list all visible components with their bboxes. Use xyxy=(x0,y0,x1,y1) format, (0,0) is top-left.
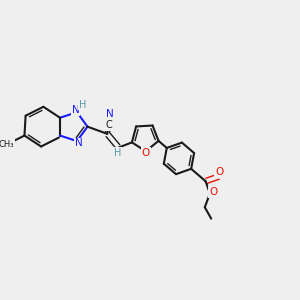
Text: H: H xyxy=(114,148,121,158)
Text: N: N xyxy=(72,105,80,115)
Text: O: O xyxy=(142,148,150,158)
Text: N: N xyxy=(75,138,82,148)
Text: CH₃: CH₃ xyxy=(0,140,14,149)
Text: O: O xyxy=(215,167,224,177)
Text: O: O xyxy=(209,187,217,197)
Text: C: C xyxy=(105,120,112,130)
Text: H: H xyxy=(79,100,86,110)
Text: N: N xyxy=(106,109,114,119)
